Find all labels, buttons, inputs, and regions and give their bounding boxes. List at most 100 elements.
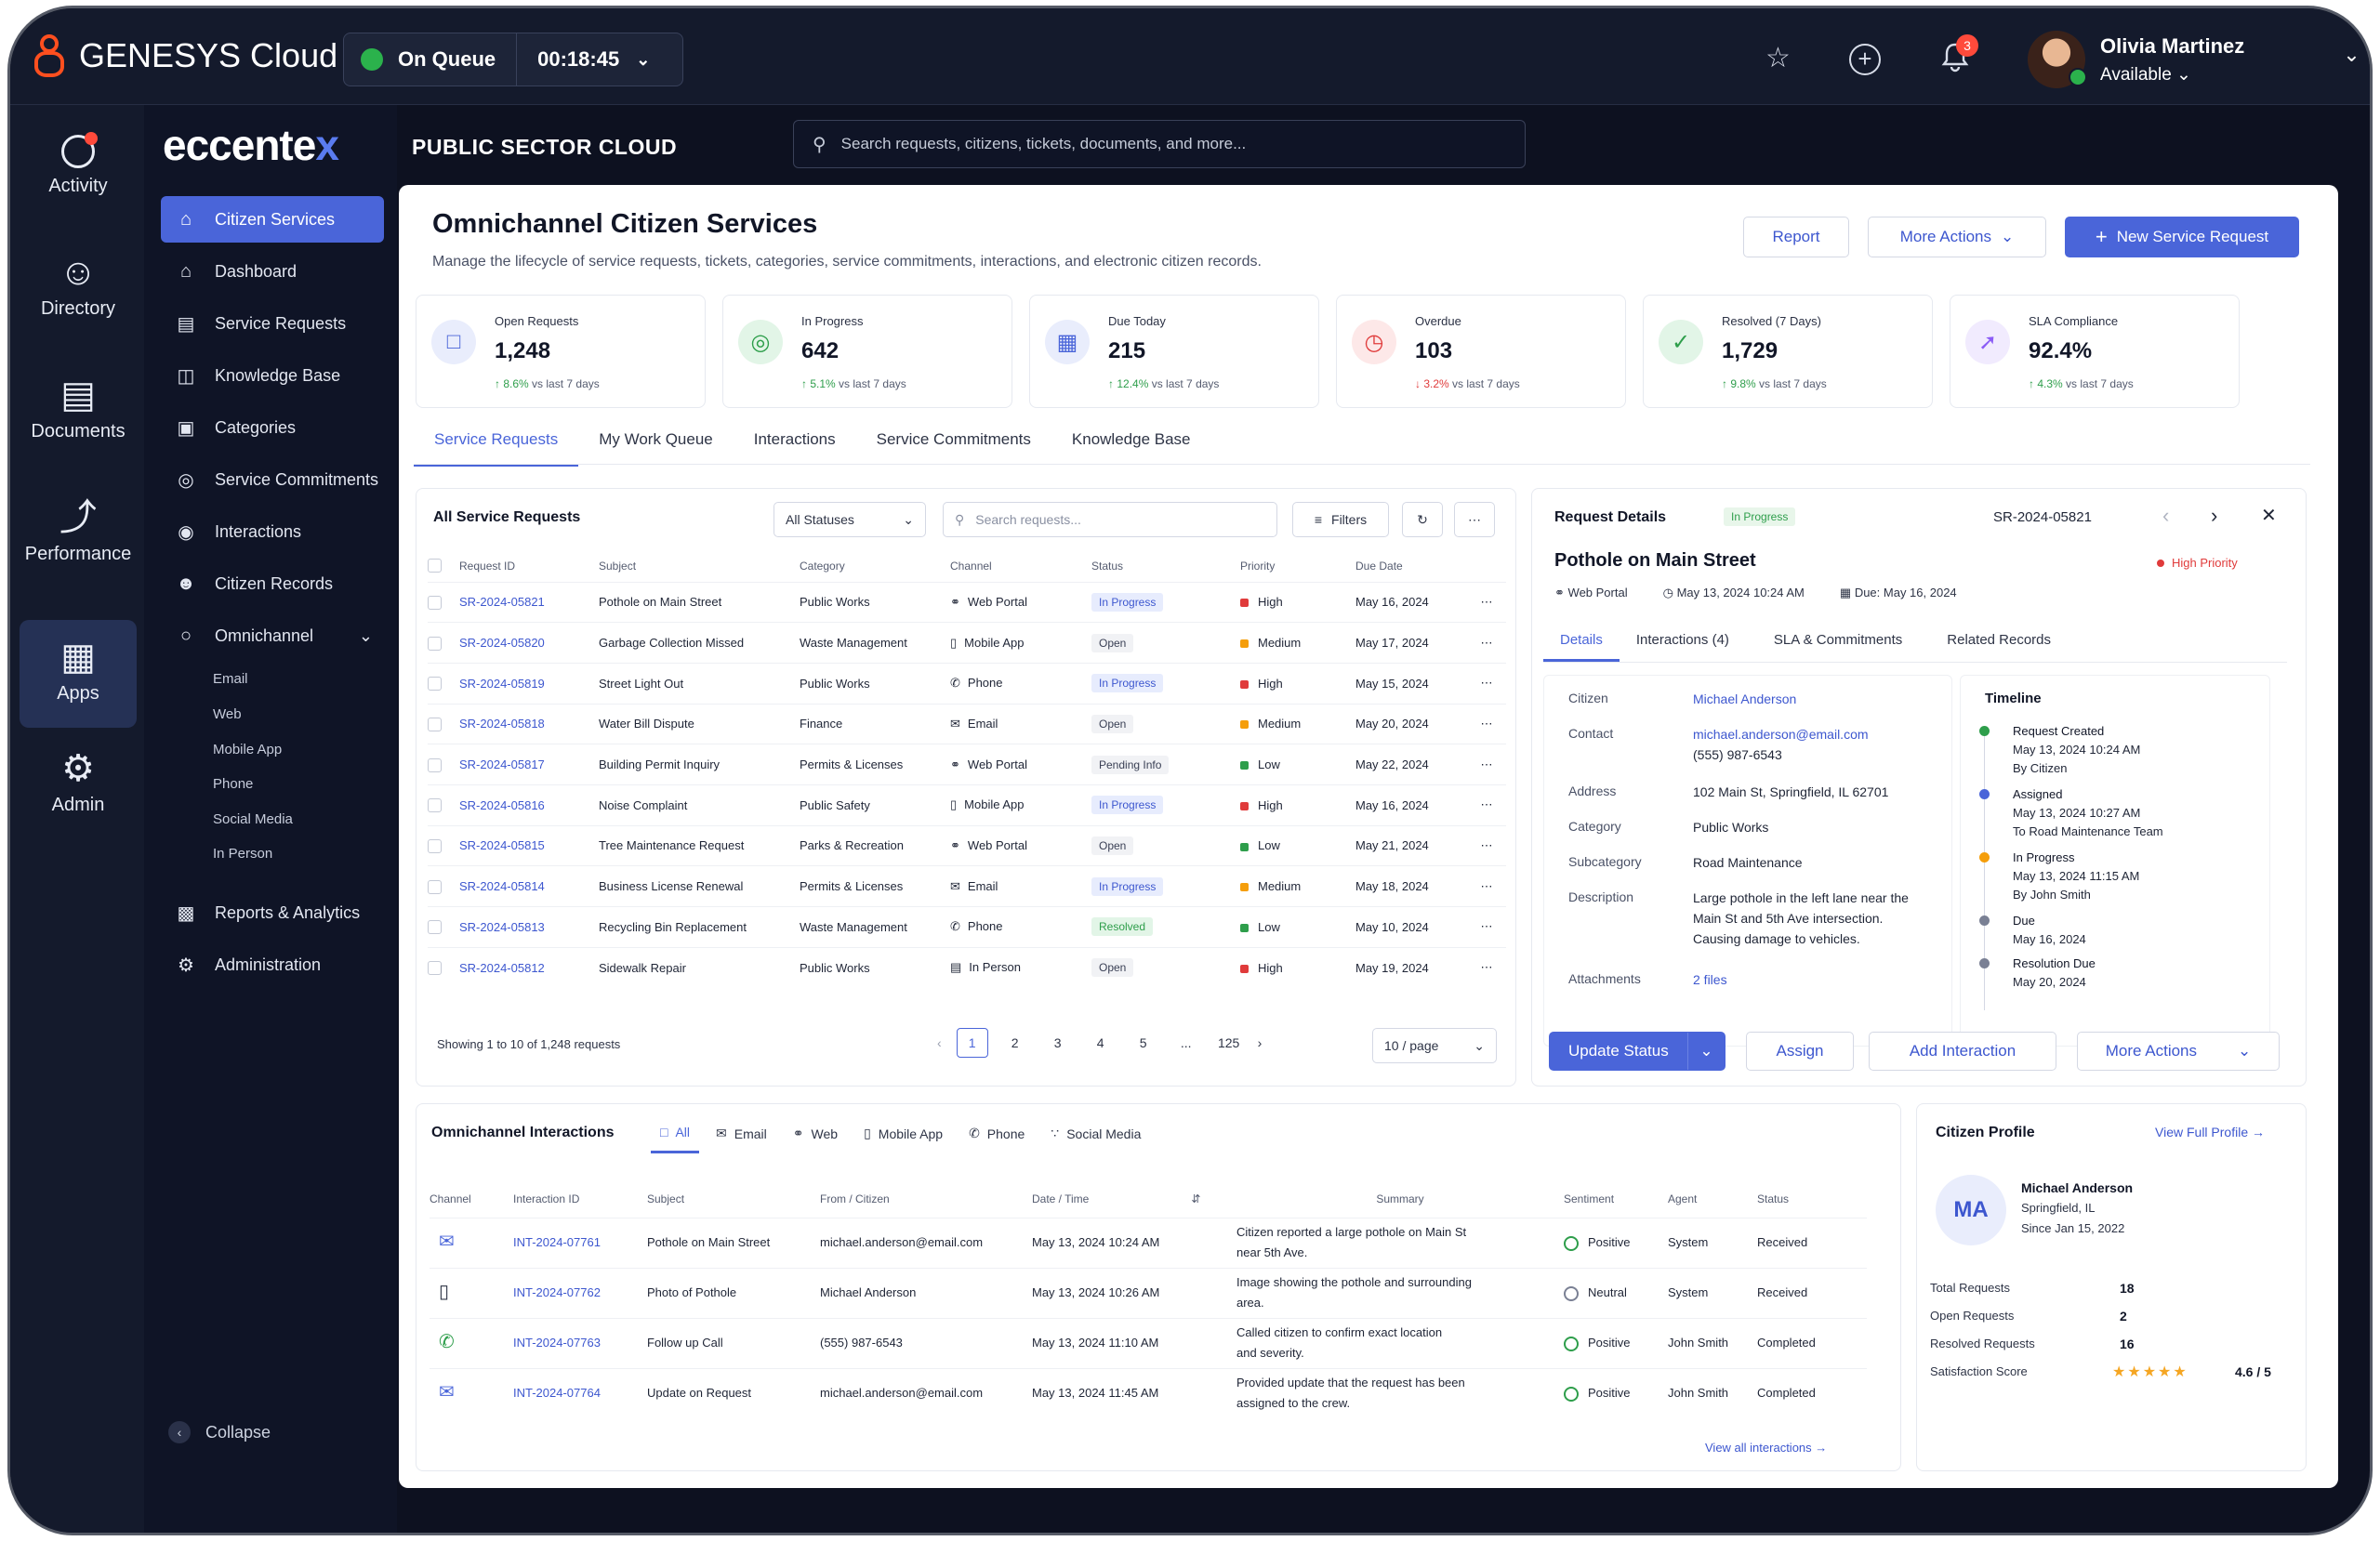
sidebar-item-categories[interactable]: ▣ Categories <box>161 404 384 451</box>
row-actions-button[interactable]: ⋯ <box>1467 744 1506 785</box>
page-button[interactable]: 4 <box>1096 1035 1104 1050</box>
row-actions-button[interactable]: ⋯ <box>1467 784 1506 826</box>
sidebar-item-citizen-services[interactable]: ⌂ Citizen Services <box>161 196 384 243</box>
table-row[interactable]: SR-2024-05815 Tree Maintenance Request Par… <box>428 824 1506 866</box>
column-header[interactable]: Status <box>1757 1192 1790 1205</box>
view-all-interactions-link[interactable]: View all interactions → <box>1705 1441 1827 1455</box>
sidebar-item-service-commitments[interactable]: ◎ Service Commitments <box>161 456 384 503</box>
kpi-card[interactable]: ✓ Resolved (7 Days) 1,729 ↑ 9.8% vs last 7 … <box>1643 295 1933 408</box>
row-checkbox[interactable] <box>428 677 442 691</box>
select-all-checkbox[interactable] <box>428 559 442 573</box>
kpi-card[interactable]: □ Open Requests 1,248 ↑ 8.6% vs last 7 days <box>416 295 706 408</box>
sidebar-subitem-phone[interactable]: Phone <box>213 776 254 792</box>
tab-interactions[interactable]: Interactions (4) <box>1635 632 1729 648</box>
column-header[interactable]: Summary <box>1376 1192 1424 1205</box>
tab-my-work-queue[interactable]: My Work Queue <box>599 430 713 448</box>
rail-item-apps[interactable]: ▦ Apps <box>20 620 137 728</box>
row-checkbox[interactable] <box>428 920 442 935</box>
sidebar-item-omnichannel[interactable]: ○ Omnichannel ⌄ <box>161 612 384 659</box>
row-checkbox[interactable] <box>428 879 442 894</box>
update-status-button[interactable]: Update Status ⌄ <box>1549 1032 1726 1071</box>
sidebar-subitem-in-person[interactable]: In Person <box>213 846 273 862</box>
add-circle-icon[interactable]: + <box>1849 44 1881 75</box>
page-button[interactable]: 5 <box>1139 1035 1147 1050</box>
table-row[interactable]: SR-2024-05814 Business License Renewal Per… <box>428 865 1506 907</box>
row-checkbox[interactable] <box>428 798 442 813</box>
sidebar-item-reports[interactable]: ▩ Reports & Analytics <box>161 889 384 936</box>
interaction-id-link[interactable]: INT-2024-07762 <box>513 1267 647 1318</box>
table-row[interactable]: ▯ INT-2024-07762 Photo of Pothole Michael A… <box>430 1267 1867 1318</box>
row-actions-button[interactable]: ⋯ <box>1467 662 1506 705</box>
row-checkbox[interactable] <box>428 595 442 610</box>
sidebar-item-citizen-records[interactable]: ☻ Citizen Records <box>161 560 384 607</box>
refresh-button[interactable]: ↻ <box>1402 502 1443 537</box>
new-service-request-button[interactable]: + New Service Request <box>2065 217 2299 257</box>
rail-item-performance[interactable]: ⤴ Performance <box>20 492 137 594</box>
table-row[interactable]: SR-2024-05816 Noise Complaint Public Safet… <box>428 784 1506 826</box>
column-header[interactable]: Interaction ID <box>513 1192 580 1205</box>
filter-web[interactable]: ⚭ Web <box>784 1119 847 1153</box>
citizen-link[interactable]: Michael Anderson <box>1693 691 1797 706</box>
column-header[interactable]: Request ID <box>459 559 516 573</box>
more-options-button[interactable]: ⋯ <box>1454 502 1495 537</box>
sidebar-subitem-social-media[interactable]: Social Media <box>213 811 293 827</box>
chevron-down-icon[interactable]: ⌄ <box>1687 1033 1725 1070</box>
interaction-id-link[interactable]: INT-2024-07763 <box>513 1317 647 1368</box>
tab-sla-commitments[interactable]: SLA & Commitments <box>1773 632 1903 648</box>
filter-social-media[interactable]: ∵ Social Media <box>1041 1119 1150 1153</box>
global-search-input[interactable]: ⚲ Search requests, citizens, tickets, do… <box>793 120 1526 168</box>
close-icon[interactable]: ✕ <box>2261 506 2277 526</box>
report-button[interactable]: Report <box>1743 217 1849 257</box>
row-checkbox[interactable] <box>428 961 442 976</box>
request-id-link[interactable]: SR-2024-05818 <box>459 703 599 744</box>
column-header[interactable]: Subject <box>647 1192 685 1205</box>
filter-phone[interactable]: ✆ Phone <box>959 1119 1034 1153</box>
request-id-link[interactable]: SR-2024-05815 <box>459 824 599 866</box>
tab-service-commitments[interactable]: Service Commitments <box>876 430 1031 448</box>
sidebar-subitem-web[interactable]: Web <box>213 706 242 722</box>
row-actions-button[interactable]: ⋯ <box>1467 865 1506 907</box>
sidebar-subitem-email[interactable]: Email <box>213 671 248 687</box>
assign-button[interactable]: Assign <box>1746 1032 1854 1071</box>
row-checkbox[interactable] <box>428 839 442 853</box>
rail-item-directory[interactable]: ☺ Directory <box>20 246 137 349</box>
sidebar-item-service-requests[interactable]: ▤ Service Requests <box>161 300 384 347</box>
row-checkbox[interactable] <box>428 757 442 772</box>
row-actions-button[interactable]: ⋯ <box>1467 622 1506 664</box>
column-header[interactable]: Agent <box>1668 1192 1698 1205</box>
request-id-link[interactable]: SR-2024-05812 <box>459 946 599 988</box>
row-actions-button[interactable]: ⋯ <box>1467 824 1506 866</box>
column-header[interactable]: Category <box>800 559 845 573</box>
filter-mobile-app[interactable]: ▯ Mobile App <box>854 1119 952 1153</box>
queue-status-control[interactable]: On Queue 00:18:45 ⌄ <box>343 33 683 86</box>
request-id-link[interactable]: SR-2024-05814 <box>459 865 599 907</box>
kpi-card[interactable]: ◷ Overdue 103 ↓ 3.2% vs last 7 days <box>1336 295 1626 408</box>
chevron-right-icon[interactable]: › <box>1257 1035 1263 1050</box>
email-link[interactable]: michael.anderson@email.com <box>1693 727 1869 742</box>
row-actions-button[interactable]: ⋯ <box>1467 703 1506 744</box>
star-icon[interactable]: ☆ <box>1765 43 1791 73</box>
row-checkbox[interactable] <box>428 717 442 731</box>
table-row[interactable]: SR-2024-05821 Pothole on Main Street Publi… <box>428 581 1506 623</box>
view-full-profile-link[interactable]: View Full Profile → <box>2155 1125 2265 1139</box>
request-id-link[interactable]: SR-2024-05819 <box>459 662 599 705</box>
page-button[interactable]: 2 <box>1011 1035 1019 1050</box>
tab-interactions[interactable]: Interactions <box>753 430 836 448</box>
sidebar-item-dashboard[interactable]: ⌂ Dashboard <box>161 248 384 295</box>
column-header[interactable]: Subject <box>599 559 637 573</box>
tab-service-requests[interactable]: Service Requests <box>414 419 579 467</box>
page-button[interactable]: 3 <box>1053 1035 1062 1050</box>
kpi-card[interactable]: ◎ In Progress 642 ↑ 5.1% vs last 7 days <box>722 295 1012 408</box>
column-header[interactable]: Sentiment <box>1564 1192 1615 1205</box>
kpi-card[interactable]: ▦ Due Today 215 ↑ 12.4% vs last 7 days <box>1029 295 1319 408</box>
rail-item-documents[interactable]: ▤ Documents <box>20 369 137 471</box>
column-header[interactable]: From / Citizen <box>820 1192 890 1205</box>
page-button[interactable]: 1 <box>956 1028 988 1058</box>
table-row[interactable]: SR-2024-05819 Street Light Out Public Work… <box>428 662 1506 705</box>
table-row[interactable]: SR-2024-05817 Building Permit Inquiry Perm… <box>428 744 1506 785</box>
request-id-link[interactable]: SR-2024-05821 <box>459 581 599 623</box>
chevron-right-icon[interactable]: › <box>2211 504 2218 527</box>
row-actions-button[interactable]: ⋯ <box>1467 906 1506 948</box>
rail-item-activity[interactable]: Activity <box>20 124 137 226</box>
column-header[interactable]: Priority <box>1240 559 1276 573</box>
